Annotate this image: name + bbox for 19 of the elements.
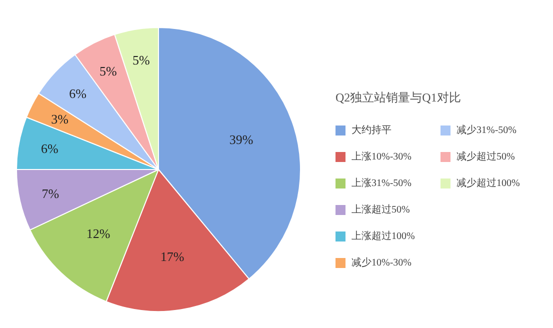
legend-label: 上涨31%-50% xyxy=(352,177,412,189)
data-label: 7% xyxy=(42,186,60,202)
data-label: 12% xyxy=(86,226,110,242)
data-label: 3% xyxy=(51,112,69,127)
legend-title: Q2独立站销量与Q1对比 xyxy=(336,90,461,104)
data-label: 6% xyxy=(41,141,59,156)
data-label: 5% xyxy=(100,63,118,78)
legend-label: 上涨超过50% xyxy=(352,204,410,216)
legend-label: 大约持平 xyxy=(352,124,392,136)
data-label: 17% xyxy=(160,248,184,264)
legend-label: 减少10%-30% xyxy=(352,256,412,268)
legend-label: 减少超过50% xyxy=(456,150,515,162)
legend-label: 上涨超过100% xyxy=(352,230,415,242)
data-label: 39% xyxy=(229,132,254,148)
legend-label: 上涨10%-30% xyxy=(352,150,412,162)
data-label: 6% xyxy=(69,86,87,102)
legend-label: 减少超过100% xyxy=(456,177,520,189)
legend-label: 减少31%-50% xyxy=(456,124,516,136)
data-label: 5% xyxy=(132,52,150,68)
